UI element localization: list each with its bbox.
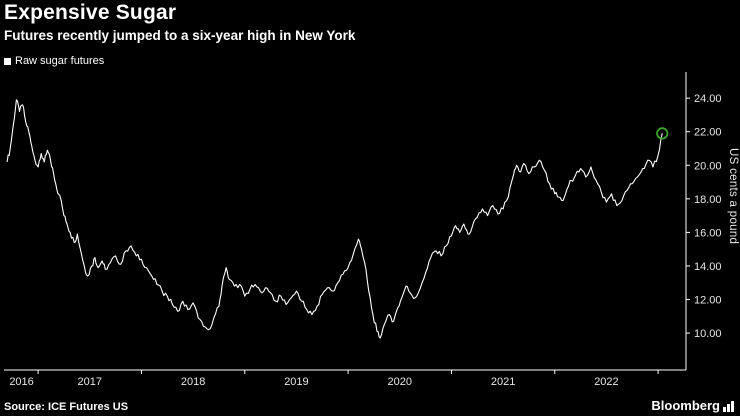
y-tick-label: 14.00 xyxy=(694,261,722,273)
price-line xyxy=(6,99,663,339)
source-note: Source: ICE Futures US xyxy=(4,401,129,413)
y-tick-label: 10.00 xyxy=(694,328,722,340)
y-axis-unit-label: US cents a pound xyxy=(727,148,739,245)
y-tick-label: 22.00 xyxy=(694,127,722,139)
y-tick-label: 18.00 xyxy=(694,194,722,206)
x-tick-label: 2022 xyxy=(594,376,618,388)
page-title: Expensive Sugar xyxy=(4,1,177,24)
chart-subtitle: Futures recently jumped to a six-year hi… xyxy=(4,28,356,43)
y-tick-label: 16.00 xyxy=(694,227,722,239)
x-tick-label: 2021 xyxy=(491,376,515,388)
legend-label: Raw sugar futures xyxy=(15,55,105,67)
x-tick-label: 2016 xyxy=(9,376,33,388)
legend-swatch-icon xyxy=(4,57,11,65)
bloomberg-wordmark: Bloomberg xyxy=(651,398,720,413)
y-tick-label: 20.00 xyxy=(694,160,722,172)
y-tick-label: 12.00 xyxy=(694,295,722,307)
legend: Raw sugar futures xyxy=(4,55,104,67)
x-tick-label: 2019 xyxy=(284,376,308,388)
bloomberg-chart-icon xyxy=(723,401,734,412)
bloomberg-logo: Bloomberg xyxy=(651,398,734,413)
endpoint-marker xyxy=(656,127,669,140)
x-tick-label: 2020 xyxy=(388,376,412,388)
x-tick-label: 2018 xyxy=(181,376,205,388)
y-tick-label: 24.00 xyxy=(694,93,722,105)
x-tick-label: 2017 xyxy=(78,376,102,388)
